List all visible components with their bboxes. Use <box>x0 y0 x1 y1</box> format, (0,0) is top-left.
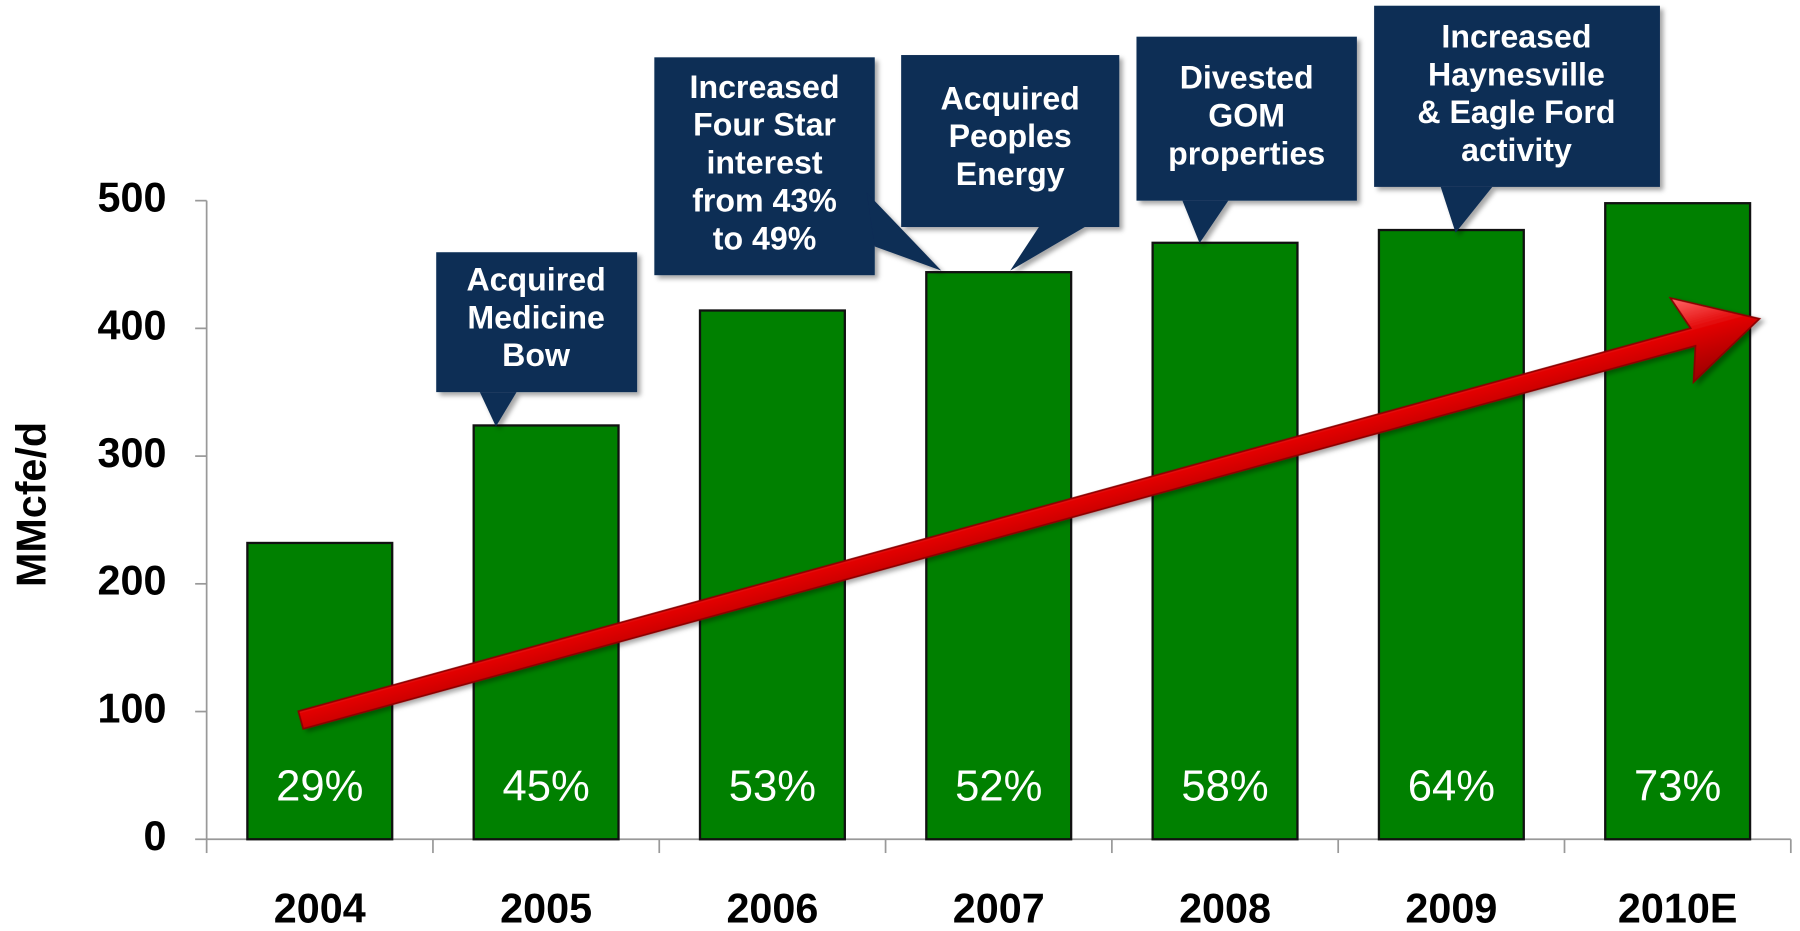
callout-box <box>1136 36 1357 201</box>
bar <box>1377 228 1525 841</box>
callout-text: Peoples <box>949 118 1072 154</box>
callout-text: Four Star <box>693 107 836 143</box>
percent-label: 29% <box>276 762 363 810</box>
callout <box>436 252 638 427</box>
callout-box <box>901 55 1120 228</box>
callout-text: Increased <box>1441 18 1591 54</box>
callout-text: properties <box>1168 135 1325 171</box>
callout-text: Acquired <box>466 262 605 298</box>
x-tick-label: 2007 <box>953 885 1045 931</box>
percent-label: 53% <box>729 762 816 810</box>
callout-text: Acquired <box>941 80 1080 116</box>
callout-text: GOM <box>1208 98 1285 134</box>
callout <box>1374 5 1660 233</box>
percent-label: 45% <box>502 762 589 810</box>
callout-pointer <box>1010 227 1085 271</box>
callout-text: & Eagle Ford <box>1417 94 1615 130</box>
x-tick-label: 2009 <box>1405 885 1497 931</box>
bar <box>925 271 1073 841</box>
callout-text: Bow <box>502 337 571 373</box>
callout-text: from 43% <box>692 182 837 218</box>
percent-label: 64% <box>1408 762 1495 810</box>
bar <box>1151 241 1299 841</box>
callout-text: Divested <box>1180 60 1314 96</box>
callout-text: activity <box>1461 132 1572 168</box>
y-tick-label: 300 <box>98 430 167 476</box>
trend-arrow-shape <box>297 296 1762 730</box>
y-tick-label: 0 <box>143 813 166 859</box>
percent-label: 73% <box>1634 762 1721 810</box>
bar <box>1604 202 1752 841</box>
callout-pointer <box>479 392 517 427</box>
callout-pointer <box>866 192 942 271</box>
plot-area: 0 100 200 300 400 500 2004 29% 2005 45% 2006 53% 200… <box>98 175 1792 931</box>
x-tick-label: 2006 <box>726 885 818 931</box>
callout-box <box>436 252 638 393</box>
callout-text: to 49% <box>713 220 817 256</box>
percent-label: 58% <box>1181 762 1268 810</box>
trend-arrow <box>297 296 1762 730</box>
x-tick-label: 2004 <box>274 885 366 931</box>
x-tick-label: 2005 <box>500 885 592 931</box>
callout-pointer <box>1440 186 1493 233</box>
y-axis-label: MMcfe/d <box>8 422 54 587</box>
callout-text: Haynesville <box>1428 56 1605 92</box>
callout-text: Medicine <box>467 299 604 335</box>
callout-text: Increased <box>690 69 840 105</box>
callout <box>901 55 1120 271</box>
y-tick-label: 200 <box>98 558 167 604</box>
y-tick-label: 100 <box>98 685 167 731</box>
callout <box>654 57 942 276</box>
y-tick-label: 400 <box>98 302 167 348</box>
callout-box <box>1374 5 1660 187</box>
y-tick-label: 500 <box>98 175 167 221</box>
x-tick-label: 2010E <box>1618 885 1737 931</box>
callout-text: interest <box>707 145 823 181</box>
callout-box <box>654 57 875 276</box>
percent-label: 52% <box>955 762 1042 810</box>
callout <box>1136 36 1357 244</box>
callout-text: Energy <box>956 156 1065 192</box>
x-tick-label: 2008 <box>1179 885 1271 931</box>
callout-pointer <box>1182 200 1229 244</box>
